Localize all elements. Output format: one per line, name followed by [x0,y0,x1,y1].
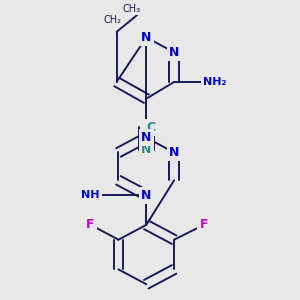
Text: N: N [141,143,152,156]
Text: CH₃: CH₃ [122,4,140,14]
Text: N: N [141,131,152,144]
Text: NH: NH [81,190,100,200]
Text: N: N [141,31,152,44]
Text: C: C [146,121,155,134]
Text: F: F [200,218,208,231]
Text: N: N [169,146,179,159]
Text: N: N [141,189,152,202]
Text: CH₂: CH₂ [104,15,122,25]
Text: N: N [169,46,179,59]
Text: NH₂: NH₂ [203,77,226,87]
Text: F: F [86,218,95,231]
